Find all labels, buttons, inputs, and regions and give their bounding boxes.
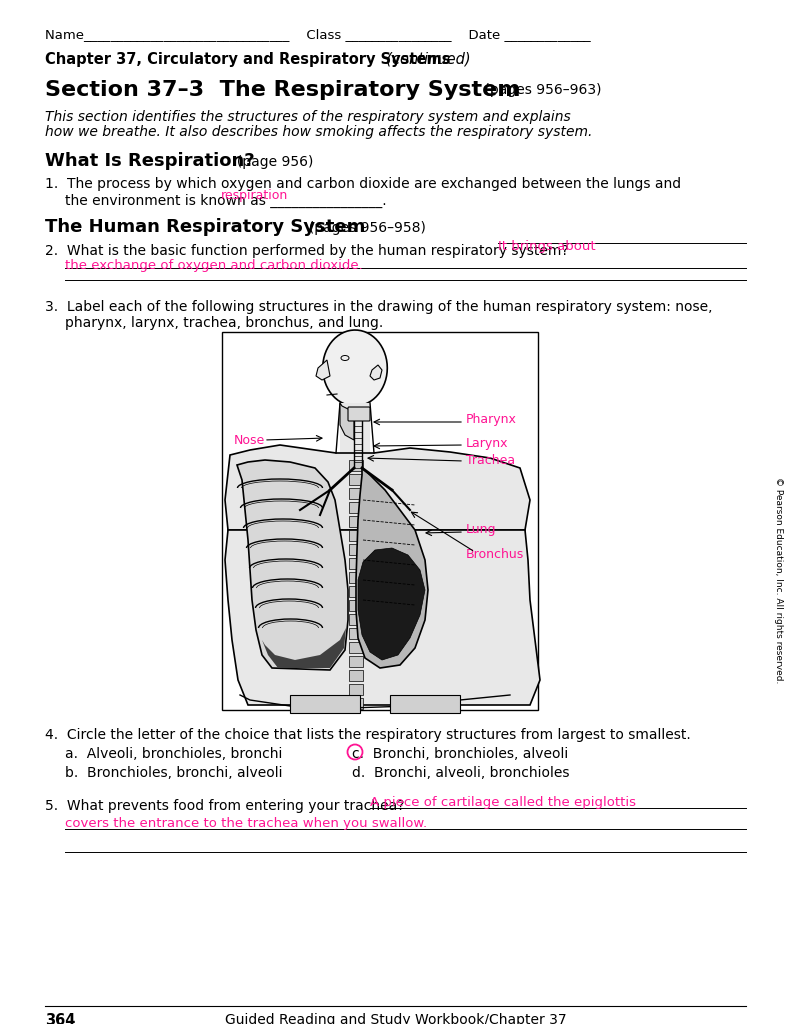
Polygon shape: [323, 330, 388, 406]
Text: What Is Respiration?: What Is Respiration?: [45, 152, 255, 170]
Polygon shape: [340, 403, 354, 440]
Polygon shape: [225, 445, 530, 530]
Text: a.  Alveoli, bronchioles, bronchi: a. Alveoli, bronchioles, bronchi: [65, 746, 282, 761]
Bar: [349, 586, 363, 597]
Bar: [349, 656, 363, 667]
Text: (continued): (continued): [377, 52, 471, 67]
Bar: [349, 488, 363, 499]
Bar: [349, 474, 363, 485]
Text: c.  Bronchi, bronchioles, alveoli: c. Bronchi, bronchioles, alveoli: [352, 746, 568, 761]
Text: 5.  What prevents food from entering your trachea?: 5. What prevents food from entering your…: [45, 799, 413, 813]
Text: Nose: Nose: [234, 433, 265, 446]
Bar: [349, 516, 363, 527]
Bar: [349, 502, 363, 513]
Bar: [222, 332, 538, 710]
Text: (pages 956–963): (pages 956–963): [480, 83, 601, 97]
Bar: [349, 684, 363, 695]
Bar: [349, 698, 363, 709]
Bar: [349, 642, 363, 653]
Bar: [349, 614, 363, 625]
Bar: [349, 544, 363, 555]
FancyBboxPatch shape: [348, 407, 370, 421]
Text: (page 956): (page 956): [228, 155, 313, 169]
Text: 364: 364: [45, 1013, 75, 1024]
Polygon shape: [225, 530, 540, 705]
Text: Section 37–3  The Respiratory System: Section 37–3 The Respiratory System: [45, 80, 520, 100]
Text: It brings about: It brings about: [498, 240, 596, 253]
Text: 1.  The process by which oxygen and carbon dioxide are exchanged between the lun: 1. The process by which oxygen and carbo…: [45, 177, 681, 191]
Text: Pharynx: Pharynx: [466, 414, 517, 427]
Text: the exchange of oxygen and carbon dioxide.: the exchange of oxygen and carbon dioxid…: [65, 259, 363, 272]
Text: Name_______________________________    Class ________________    Date __________: Name_______________________________ Clas…: [45, 28, 591, 41]
Text: Guided Reading and Study Workbook/Chapter 37: Guided Reading and Study Workbook/Chapte…: [225, 1013, 567, 1024]
Polygon shape: [356, 468, 428, 668]
Bar: [340, 403, 370, 453]
Bar: [349, 558, 363, 569]
Bar: [349, 460, 363, 471]
Polygon shape: [370, 365, 382, 380]
Bar: [349, 670, 363, 681]
Text: covers the entrance to the trachea when you swallow.: covers the entrance to the trachea when …: [65, 817, 427, 830]
Text: (pages 956–958): (pages 956–958): [300, 221, 426, 234]
Text: The Human Respiratory System: The Human Respiratory System: [45, 218, 365, 236]
Text: 2.  What is the basic function performed by the human respiratory system?: 2. What is the basic function performed …: [45, 244, 569, 258]
Text: 4.  Circle the letter of the choice that lists the respiratory structures from l: 4. Circle the letter of the choice that …: [45, 728, 691, 742]
Text: Lung: Lung: [466, 523, 497, 537]
Polygon shape: [358, 548, 425, 660]
Text: the environment is known as ________________.: the environment is known as ____________…: [65, 194, 387, 208]
Text: b.  Bronchioles, bronchi, alveoli: b. Bronchioles, bronchi, alveoli: [65, 766, 282, 780]
Text: respiration: respiration: [221, 189, 288, 202]
Text: how we breathe. It also describes how smoking affects the respiratory system.: how we breathe. It also describes how sm…: [45, 125, 592, 139]
Text: d.  Bronchi, alveoli, bronchioles: d. Bronchi, alveoli, bronchioles: [352, 766, 570, 780]
Text: This section identifies the structures of the respiratory system and explains: This section identifies the structures o…: [45, 110, 571, 124]
Polygon shape: [316, 360, 330, 380]
Polygon shape: [262, 628, 346, 668]
Text: 3.  Label each of the following structures in the drawing of the human respirato: 3. Label each of the following structure…: [45, 300, 713, 314]
Bar: [290, 695, 360, 713]
Bar: [349, 628, 363, 639]
Bar: [390, 695, 460, 713]
Bar: [349, 600, 363, 611]
Text: Larynx: Larynx: [466, 436, 509, 450]
Text: Chapter 37, Circulatory and Respiratory Systems: Chapter 37, Circulatory and Respiratory …: [45, 52, 451, 67]
Bar: [349, 572, 363, 583]
Text: © Pearson Education, Inc. All rights reserved.: © Pearson Education, Inc. All rights res…: [774, 477, 782, 683]
Bar: [349, 530, 363, 541]
Text: Trachea: Trachea: [466, 454, 515, 467]
Text: pharynx, larynx, trachea, bronchus, and lung.: pharynx, larynx, trachea, bronchus, and …: [65, 316, 384, 330]
Polygon shape: [237, 460, 348, 670]
Text: Bronchus: Bronchus: [466, 549, 524, 561]
Text: A piece of cartilage called the epiglottis: A piece of cartilage called the epiglott…: [370, 796, 636, 809]
